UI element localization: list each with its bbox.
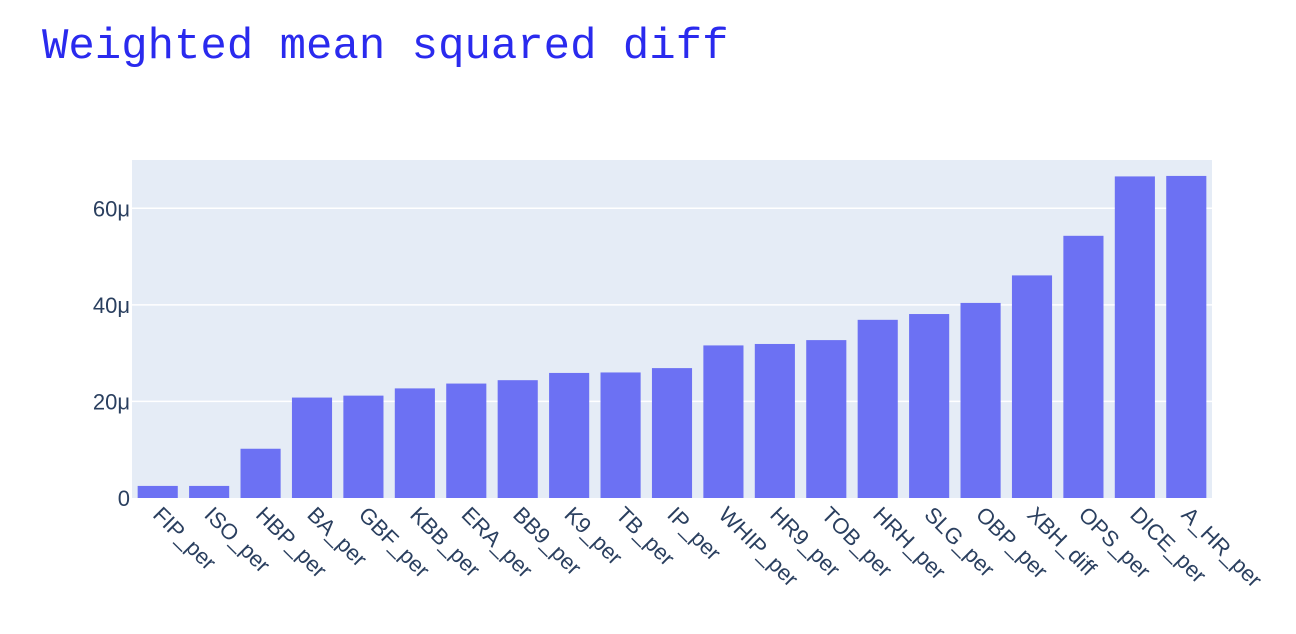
y-tick-label: 20μ: [93, 389, 130, 414]
bar-bb9-per[interactable]: [497, 380, 538, 498]
bar-tob-per[interactable]: [806, 340, 847, 498]
bar-ops-per[interactable]: [1063, 235, 1104, 498]
bar-tb-per[interactable]: [600, 372, 641, 498]
bar-iso-per[interactable]: [189, 485, 230, 498]
bar-dice-per[interactable]: [1114, 176, 1155, 498]
y-tick-label: 40μ: [93, 293, 130, 318]
bar-k9-per[interactable]: [549, 372, 590, 498]
y-tick-label: 0: [118, 486, 130, 511]
bar-era-per[interactable]: [446, 383, 487, 498]
bars: [137, 175, 1207, 499]
bar-ip-per[interactable]: [651, 368, 693, 498]
bar-whip-per[interactable]: [703, 345, 744, 498]
y-axis-ticks: 0 20μ 40μ 60μ: [93, 196, 130, 511]
bar-kbb-per[interactable]: [394, 388, 435, 498]
bar-gbf-per[interactable]: [343, 395, 384, 498]
bar-xbh-diff[interactable]: [1011, 275, 1053, 498]
bar-slg-per[interactable]: [909, 314, 950, 498]
bar-hr9-per[interactable]: [754, 343, 795, 498]
bar-obp-per[interactable]: [960, 302, 1001, 498]
chart-title: Weighted mean squared diff: [42, 22, 729, 72]
x-axis-ticks: FIP_perISO_perHBP_perBA_perGBF_perKBB_pe…: [148, 502, 1267, 592]
bar-ba-per[interactable]: [291, 397, 333, 498]
bar-fip-per[interactable]: [137, 485, 178, 498]
bar-hrh-per[interactable]: [857, 319, 898, 498]
bar-a-hr-per[interactable]: [1166, 175, 1207, 499]
y-tick-label: 60μ: [93, 196, 130, 221]
bar-hbp-per[interactable]: [240, 448, 281, 498]
